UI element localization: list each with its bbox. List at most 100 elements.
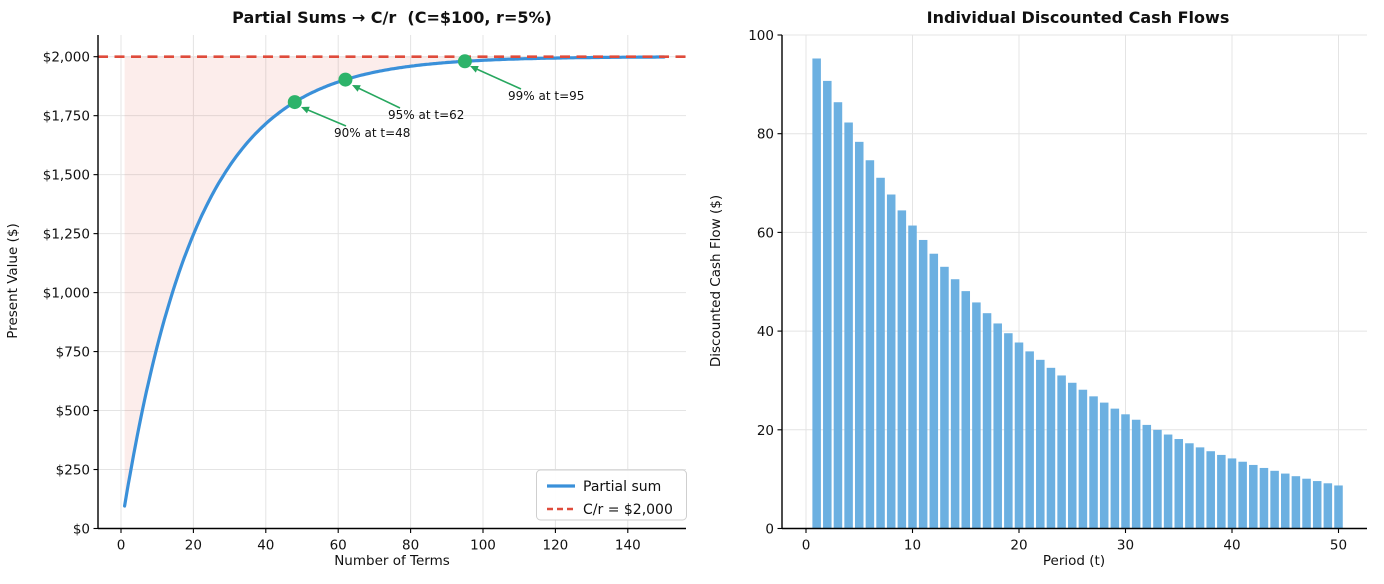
bar	[929, 253, 939, 529]
bar	[1004, 333, 1013, 529]
x-tick-label: 0	[802, 538, 811, 554]
gridlines	[98, 35, 686, 529]
bar	[1270, 470, 1279, 529]
bar	[961, 291, 971, 529]
y-tick-label: $0	[73, 522, 90, 538]
bar	[1334, 485, 1343, 529]
y-tick-label: $1,750	[43, 109, 90, 125]
bar	[1323, 483, 1333, 529]
bar	[1121, 414, 1130, 529]
y-tick-label: $2,000	[43, 50, 90, 66]
bar	[833, 102, 843, 529]
bar	[950, 279, 960, 529]
x-tick-label: 20	[1010, 538, 1027, 554]
bar	[1302, 478, 1311, 529]
bar	[1089, 396, 1098, 529]
x-tick-label: 30	[1117, 538, 1134, 554]
bar	[1227, 458, 1237, 529]
bar	[1110, 408, 1120, 529]
milestone-marker	[287, 95, 302, 110]
annotation-arrow	[306, 108, 347, 127]
right-y-axis-label: Discounted Cash Flow ($)	[708, 195, 724, 367]
y-tick-label: $250	[56, 463, 90, 479]
annotation-arrow	[357, 86, 401, 109]
annotation-arrowhead	[352, 85, 361, 92]
bar	[1099, 402, 1109, 529]
y-tick-label: 40	[757, 324, 774, 340]
legend: Partial sum C/r = $2,000	[536, 469, 687, 521]
x-tick-label: 50	[1330, 538, 1347, 554]
bar	[1131, 419, 1141, 529]
x-tick-label: 100	[470, 538, 496, 554]
y-tick-label: $750	[56, 345, 90, 361]
left-chart-title: Partial Sums → C/r (C=$100, r=5%)	[232, 8, 552, 27]
x-tick-label: 120	[543, 538, 569, 554]
bar	[1078, 389, 1088, 529]
partial-sums-chart: 90% at t=48 95% at t=62 99% at t=95 0 20 40 60…	[5, 8, 687, 569]
annotation-arrowhead	[470, 66, 479, 73]
bar	[918, 239, 928, 529]
bar	[812, 58, 821, 529]
milestone-marker	[338, 72, 353, 87]
legend-label: Partial sum	[583, 479, 661, 495]
legend-label: C/r = $2,000	[583, 502, 673, 518]
bar	[1291, 476, 1301, 529]
gap-fill-area	[124, 56, 665, 506]
bar	[876, 177, 885, 529]
y-tick-label: 0	[765, 522, 774, 538]
milestone-annotation: 90% at t=48	[334, 126, 410, 140]
bar-chart-plot-area: 0 10 20 30 40 50 0 20 40 60 80 100	[748, 28, 1367, 554]
bar	[1153, 429, 1162, 529]
y-tick-label: $500	[56, 404, 90, 420]
bar	[897, 210, 907, 529]
discounted-cash-flows-chart: 0 10 20 30 40 50 0 20 40 60 80 100 Individual Disco…	[708, 8, 1367, 569]
y-tick-label: 20	[757, 423, 774, 439]
x-tick-label: 40	[1223, 538, 1240, 554]
bar	[972, 302, 981, 529]
x-tick-label: 0	[117, 538, 126, 554]
bar	[1217, 454, 1226, 529]
y-tick-label: 80	[757, 127, 774, 143]
right-x-axis-label: Period (t)	[1043, 553, 1105, 569]
annotation-arrowhead	[301, 106, 310, 114]
x-tick-label: 20	[185, 538, 202, 554]
bar	[1036, 359, 1045, 529]
x-tick-label: 140	[615, 538, 641, 554]
bar	[1249, 464, 1258, 529]
left-x-axis-label: Number of Terms	[334, 553, 450, 569]
bar	[908, 225, 917, 529]
milestone-marker	[457, 54, 472, 69]
legend-box	[536, 469, 687, 521]
axes-spines	[781, 35, 1367, 530]
tick-marks	[777, 34, 1340, 533]
bar	[1142, 424, 1152, 529]
y-tick-label: 60	[757, 225, 774, 241]
bar	[844, 122, 853, 529]
bar-series	[812, 58, 1343, 529]
axes-spines	[97, 35, 686, 530]
bar	[1174, 439, 1184, 529]
tick-marks	[93, 56, 629, 533]
bar	[940, 266, 949, 529]
x-tick-label: 60	[330, 538, 347, 554]
bar	[865, 160, 875, 529]
right-chart-title: Individual Discounted Cash Flows	[927, 8, 1230, 27]
bar	[1163, 434, 1173, 529]
bar	[1312, 481, 1322, 529]
bar	[1238, 461, 1247, 529]
x-tick-label: 10	[904, 538, 921, 554]
annotation-arrow	[475, 67, 522, 90]
bar	[854, 141, 864, 529]
bar	[1195, 447, 1205, 529]
bar	[823, 80, 832, 529]
bar	[1057, 375, 1066, 529]
bar	[1259, 467, 1269, 529]
bar	[886, 194, 896, 529]
bar	[1046, 367, 1056, 529]
bar	[1185, 443, 1194, 529]
bar	[1280, 473, 1290, 529]
milestone-annotation: 99% at t=95	[508, 89, 584, 103]
milestone-annotation: 95% at t=62	[388, 108, 464, 122]
line-chart-plot-area: 90% at t=48 95% at t=62 99% at t=95 0 20 40 60…	[43, 35, 687, 554]
